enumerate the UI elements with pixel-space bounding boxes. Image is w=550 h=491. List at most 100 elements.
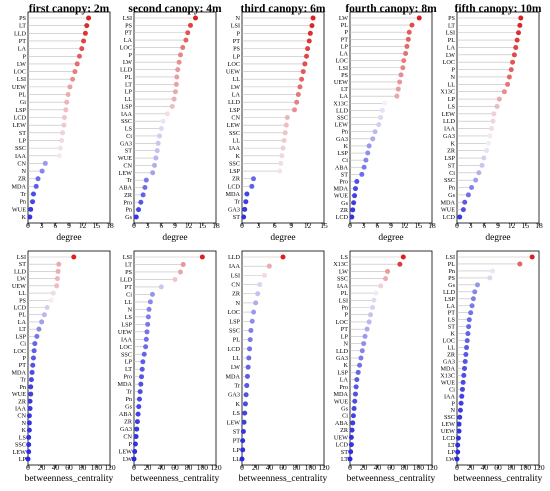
x-tick-label: 0 bbox=[26, 221, 30, 230]
point-LEW bbox=[26, 449, 32, 455]
y-label-ZR: ZR bbox=[124, 192, 133, 199]
y-label-PS: PS bbox=[125, 269, 132, 276]
y-label-LEW: LEW bbox=[335, 122, 349, 129]
y-label-LOC: LOC bbox=[443, 59, 455, 66]
point-LSP bbox=[291, 107, 297, 113]
point-PL bbox=[409, 22, 415, 28]
y-label-LSP: LSP bbox=[229, 107, 240, 114]
panel-8: 0 20 40 60 80 100 120 betweenness_centrality LLD… bbox=[226, 250, 330, 484]
point-LCD bbox=[247, 346, 253, 352]
point-ST bbox=[359, 171, 365, 177]
point-LOC bbox=[510, 59, 516, 65]
x-tick-label: 0 bbox=[26, 463, 30, 472]
point-LP bbox=[455, 449, 461, 455]
y-label-SSC: SSC bbox=[15, 145, 26, 152]
y-label-PL: PL bbox=[233, 337, 240, 344]
y-label-ZR: ZR bbox=[18, 176, 27, 183]
point-Tr bbox=[243, 199, 249, 205]
y-label-LLD: LLD bbox=[336, 348, 349, 355]
panel-1: first canopy: 2m0 3 6 9 12 15 18degreePSLTLLDP… bbox=[12, 3, 114, 243]
point-Ci bbox=[149, 291, 155, 297]
point-LS bbox=[158, 126, 164, 132]
x-tick-label: 12 bbox=[79, 221, 87, 230]
y-label-Gs: Gs bbox=[125, 214, 132, 221]
y-label-LW: LW bbox=[17, 276, 26, 283]
y-label-PT: PT bbox=[19, 38, 26, 45]
point-LCD bbox=[249, 183, 255, 189]
point-LW bbox=[385, 268, 391, 274]
y-label-PT: PT bbox=[233, 438, 240, 445]
point-SSC bbox=[160, 118, 166, 124]
x-tick-label: 9 bbox=[389, 221, 393, 230]
x-tick-label: 15 bbox=[199, 221, 207, 230]
y-label-LA: LA bbox=[340, 93, 349, 100]
y-label-MDA: MDA bbox=[334, 186, 349, 193]
point-CN bbox=[133, 434, 139, 440]
point-LW bbox=[511, 52, 517, 58]
y-label-Gs: Gs bbox=[341, 200, 348, 207]
x-tick-label: 20 bbox=[467, 463, 475, 472]
x-tick-label: 80 bbox=[508, 463, 516, 472]
point-ST bbox=[241, 214, 247, 220]
point-Pro bbox=[354, 178, 360, 184]
x-tick-label: 0 bbox=[240, 463, 244, 472]
x-tick-label: 9 bbox=[67, 221, 71, 230]
y-label-LA: LA bbox=[124, 37, 133, 44]
y-label-ZR: ZR bbox=[232, 291, 241, 298]
y-label-LOC: LOC bbox=[336, 58, 348, 65]
y-label-X13C: X13C bbox=[440, 89, 455, 96]
point-LOC bbox=[251, 309, 257, 315]
point-LA bbox=[403, 51, 409, 57]
point-PS bbox=[305, 46, 311, 52]
point-LSP bbox=[249, 318, 255, 324]
y-label-GA3: GA3 bbox=[120, 140, 132, 147]
point-LT bbox=[84, 23, 90, 29]
y-label-SSC: SSC bbox=[337, 276, 348, 283]
x-tick-label: 0 bbox=[348, 463, 352, 472]
y-label-LSI: LSI bbox=[17, 254, 26, 261]
y-label-PL: PL bbox=[19, 92, 26, 99]
y-label-LL: LL bbox=[447, 81, 455, 88]
panel-title: first canopy: 2m bbox=[29, 3, 110, 15]
y-label-LEW: LEW bbox=[13, 449, 27, 456]
x-axis-label: betweenness_centrality bbox=[454, 474, 543, 484]
y-label-ZR: ZR bbox=[340, 207, 349, 214]
point-LSP bbox=[481, 155, 487, 161]
y-label-Tr: Tr bbox=[20, 191, 26, 198]
point-Pn bbox=[30, 199, 36, 205]
x-tick-label: 15 bbox=[522, 221, 530, 230]
x-tick-label: 18 bbox=[212, 221, 220, 230]
y-label-ZR: ZR bbox=[447, 352, 456, 359]
y-label-LL: LL bbox=[447, 345, 455, 352]
point-P bbox=[177, 52, 183, 58]
y-label-IAA: IAA bbox=[337, 283, 349, 290]
panel-10: 0 20 40 60 80 100 120betweenness_centralityLSI… bbox=[440, 250, 545, 484]
point-LS bbox=[242, 410, 248, 416]
x-tick-label: 100 bbox=[520, 463, 532, 472]
y-label-LSP: LSP bbox=[337, 150, 348, 157]
point-X13C bbox=[501, 89, 507, 95]
point-P bbox=[307, 30, 313, 36]
point-SSC bbox=[282, 130, 288, 136]
point-SSC bbox=[248, 327, 254, 333]
y-label-LW: LW bbox=[123, 456, 132, 463]
panel-title: second canopy: 4m bbox=[128, 3, 222, 15]
y-label-CN: CN bbox=[123, 162, 132, 169]
y-label-LSP: LSP bbox=[444, 155, 455, 162]
point-LP bbox=[240, 447, 246, 453]
y-label-ST: ST bbox=[19, 261, 26, 268]
point-LEW bbox=[241, 419, 247, 425]
y-label-IAA: IAA bbox=[15, 153, 27, 160]
y-label-LT: LT bbox=[125, 261, 132, 268]
y-label-Pn: Pn bbox=[19, 199, 26, 206]
point-LW bbox=[74, 61, 80, 67]
y-label-LW: LW bbox=[446, 52, 455, 59]
x-tick-label: 40 bbox=[158, 463, 166, 472]
y-label-Ci: Ci bbox=[449, 386, 455, 393]
y-label-PS: PS bbox=[19, 15, 26, 22]
point-WUE bbox=[28, 206, 34, 212]
x-tick-label: 3 bbox=[146, 221, 150, 230]
x-tick-label: 40 bbox=[481, 463, 489, 472]
